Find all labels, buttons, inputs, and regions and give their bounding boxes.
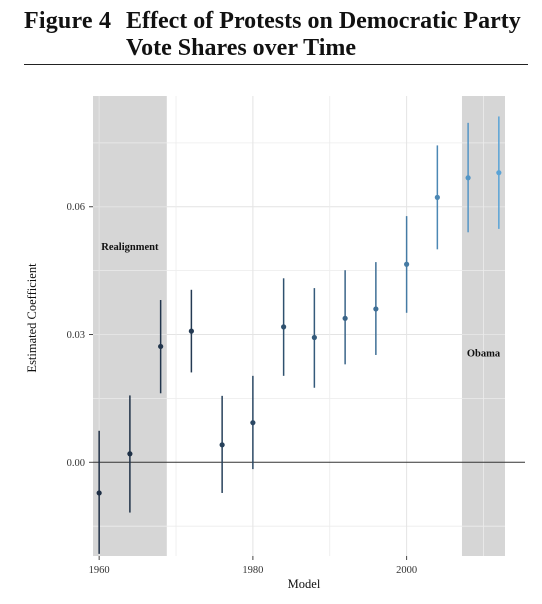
y-axis-label: Estimated Coefficient bbox=[25, 263, 39, 373]
point-2012 bbox=[496, 170, 502, 176]
point-2000 bbox=[404, 261, 410, 267]
point-1976 bbox=[219, 442, 225, 448]
x-axis-label: Model bbox=[288, 577, 321, 591]
point-1968 bbox=[158, 343, 164, 350]
figure-title: Effect of Protests on Democratic Party V… bbox=[126, 8, 521, 61]
x-axis-ticks: 1960 1980 2000 bbox=[89, 556, 417, 576]
point-estimates bbox=[96, 170, 502, 496]
point-1980 bbox=[250, 420, 256, 426]
y-tick-label: 0.00 bbox=[67, 458, 85, 469]
point-1988 bbox=[311, 334, 317, 341]
y-tick-label: 0.03 bbox=[67, 330, 85, 341]
gridlines bbox=[93, 96, 505, 556]
x-tick-label: 1960 bbox=[89, 565, 110, 576]
figure-label: Figure 4 bbox=[24, 8, 112, 34]
region-labels: Realignment Obama bbox=[101, 242, 501, 359]
region-label-obama: Obama bbox=[467, 349, 501, 360]
region-label-realignment: Realignment bbox=[101, 242, 159, 253]
shaded-regions bbox=[93, 96, 505, 556]
title-rule bbox=[24, 64, 528, 65]
point-1992 bbox=[342, 315, 348, 321]
point-1960 bbox=[96, 490, 102, 496]
x-tick-label: 1980 bbox=[242, 565, 263, 576]
point-2008 bbox=[465, 175, 471, 181]
point-1964 bbox=[127, 451, 133, 457]
point-2004 bbox=[434, 194, 440, 200]
y-axis-ticks: 0.00 0.03 0.06 bbox=[67, 202, 93, 469]
y-tick-label: 0.06 bbox=[67, 202, 85, 213]
point-1996 bbox=[373, 306, 379, 312]
point-1972 bbox=[188, 328, 194, 334]
point-1984 bbox=[281, 324, 287, 330]
x-tick-label: 2000 bbox=[396, 565, 417, 576]
